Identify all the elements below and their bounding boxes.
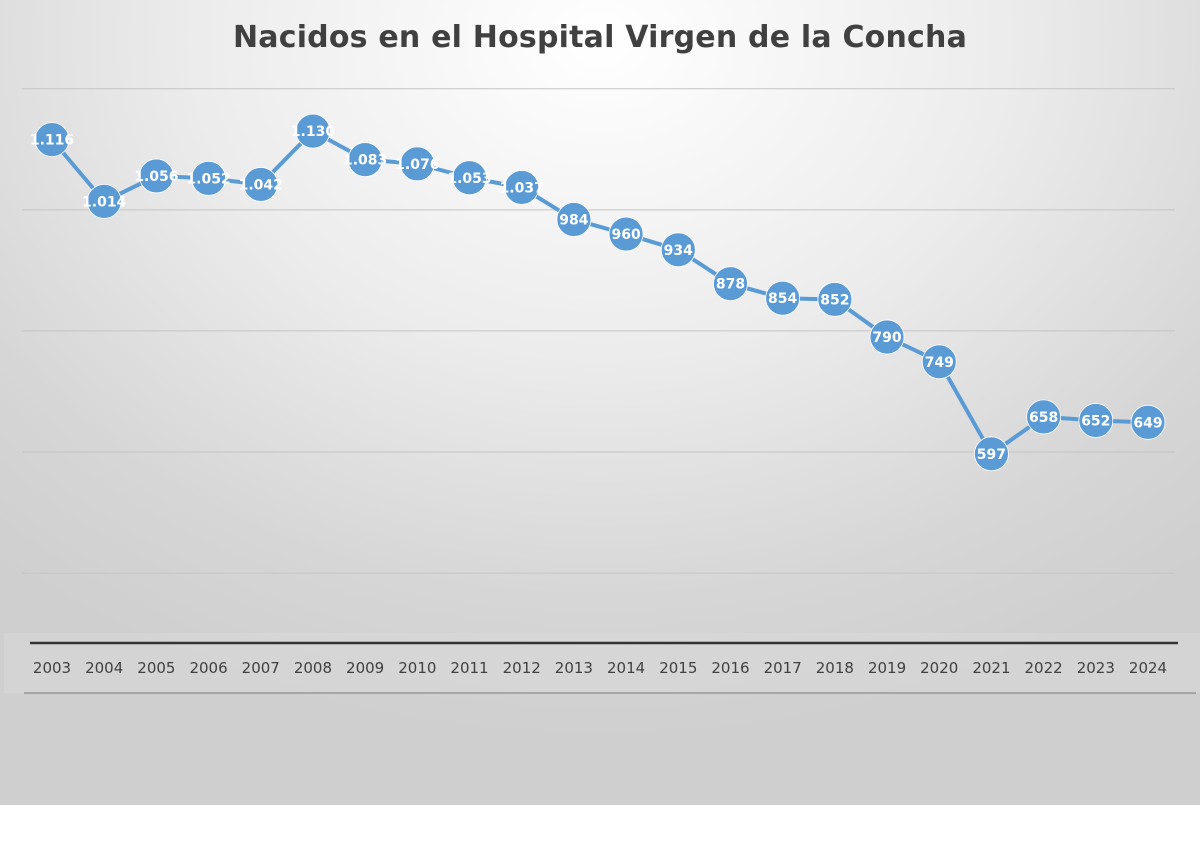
data-label: 1.014 xyxy=(82,194,127,210)
data-point xyxy=(399,146,435,182)
series-line xyxy=(50,129,1149,456)
x-tick-label: 2015 xyxy=(659,659,697,677)
x-tick-label: 2012 xyxy=(503,659,541,677)
x-tick-label: 2011 xyxy=(450,659,488,677)
data-label: 597 xyxy=(977,447,1006,463)
x-tick-label: 2004 xyxy=(85,659,123,677)
data-label: 878 xyxy=(716,277,745,293)
data-point xyxy=(817,282,853,317)
x-tick-label: 2009 xyxy=(346,659,384,677)
data-point xyxy=(713,266,748,302)
x-tick-label: 2022 xyxy=(1025,659,1063,677)
data-label: 984 xyxy=(559,213,588,229)
x-tick-label: 2003 xyxy=(33,659,71,677)
data-label: 1.130 xyxy=(291,124,336,140)
data-point xyxy=(765,280,801,316)
chart-area: Nacidos en el Hospital Virgen de la Conc… xyxy=(0,0,1200,805)
data-point xyxy=(504,170,540,205)
data-label: 1.053 xyxy=(447,171,491,187)
data-point xyxy=(86,183,122,219)
data-label: 1.042 xyxy=(239,177,283,193)
data-label: 1.056 xyxy=(134,169,178,185)
data-point xyxy=(295,113,331,149)
data-label: 749 xyxy=(925,355,954,371)
data-point xyxy=(452,160,487,196)
data-label: 1.116 xyxy=(30,133,74,149)
data-point xyxy=(1130,404,1166,440)
x-tick-label: 2023 xyxy=(1077,659,1115,677)
x-tick-label: 2010 xyxy=(398,659,436,677)
data-point xyxy=(869,319,905,355)
data-label: 852 xyxy=(820,292,849,308)
data-point xyxy=(556,202,592,237)
data-point xyxy=(660,232,696,268)
line-chart: 2003 2004 2005 2006 2007 2008 2009 2010 2011 2012… xyxy=(4,88,1200,694)
x-tick-label: 2020 xyxy=(920,659,958,677)
data-point xyxy=(34,122,70,158)
data-point xyxy=(1078,403,1114,438)
data-point xyxy=(347,142,383,177)
x-tick-label: 2021 xyxy=(972,659,1010,677)
data-point xyxy=(1026,399,1062,435)
data-label: 934 xyxy=(664,243,693,259)
x-tick-label: 2006 xyxy=(189,659,227,677)
x-tick-label: 2013 xyxy=(555,659,593,677)
x-tick-label: 2017 xyxy=(764,659,802,677)
x-tick-label: 2016 xyxy=(711,659,749,677)
x-tick-label: 2008 xyxy=(294,659,332,677)
data-point xyxy=(191,160,226,196)
data-point xyxy=(974,436,1009,472)
chart-title: Nacidos en el Hospital Virgen de la Conc… xyxy=(232,20,968,55)
data-label: 1.037 xyxy=(500,180,544,196)
data-point xyxy=(138,158,174,194)
data-point xyxy=(243,167,279,202)
data-point xyxy=(921,344,957,380)
data-label: 790 xyxy=(872,330,901,346)
data-label: 658 xyxy=(1029,410,1058,426)
x-tick-label: 2024 xyxy=(1129,659,1167,677)
x-tick-label: 2019 xyxy=(868,659,906,677)
data-label: 1.052 xyxy=(186,171,230,187)
data-label: 1.083 xyxy=(343,153,387,169)
data-label: 1.076 xyxy=(395,157,439,173)
data-label: 649 xyxy=(1133,415,1162,431)
data-label: 652 xyxy=(1081,414,1110,430)
x-tick-label: 2018 xyxy=(816,659,854,677)
x-tick-label: 2005 xyxy=(137,659,175,677)
x-tick-label: 2007 xyxy=(242,659,280,677)
data-label: 854 xyxy=(768,291,797,307)
x-tick-label: 2014 xyxy=(607,659,645,677)
data-point xyxy=(608,216,644,252)
data-label: 960 xyxy=(611,227,640,243)
